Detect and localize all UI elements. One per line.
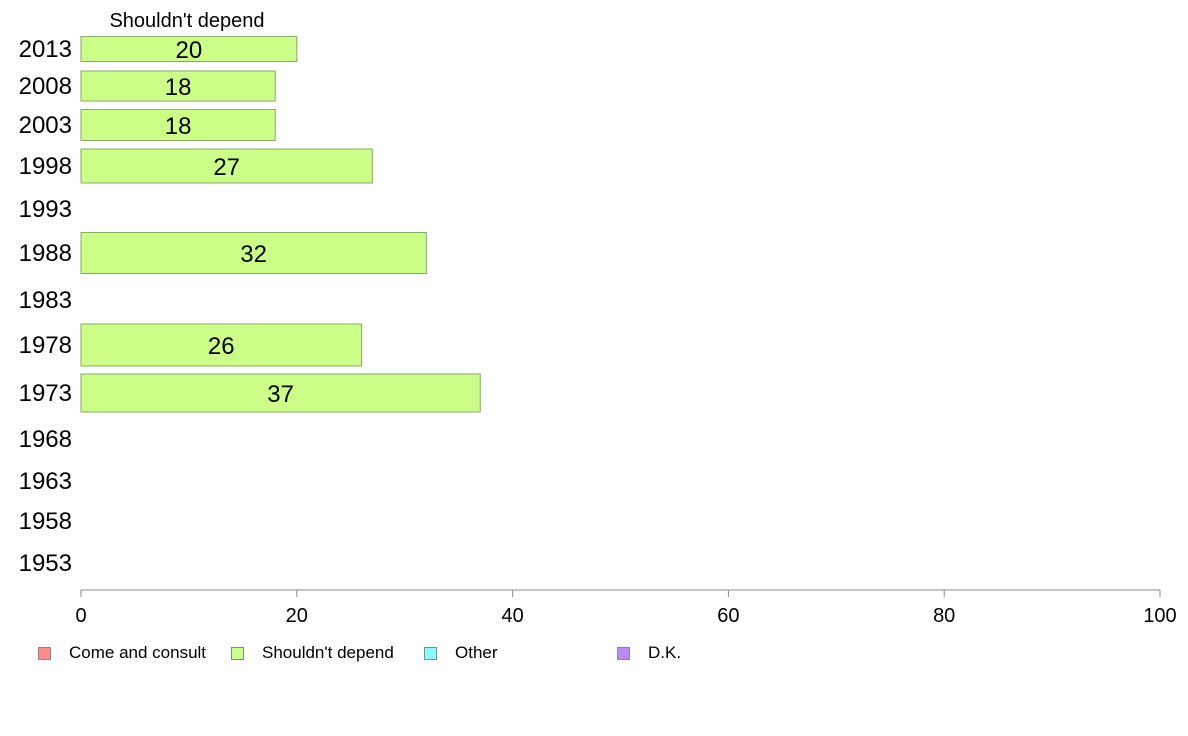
- year-label-1953: 1953: [19, 550, 72, 577]
- bar-value-label-2003: 18: [165, 113, 192, 140]
- legend-label: Come and consult: [69, 643, 207, 662]
- legend-label: D.K.: [648, 643, 682, 662]
- year-label-2003: 2003: [19, 112, 72, 139]
- x-tick-label: 0: [75, 605, 86, 627]
- year-label-2008: 2008: [19, 73, 72, 100]
- year-label-1993: 1993: [19, 196, 72, 223]
- bar-1998: [80, 148, 373, 184]
- x-tick-label: 20: [286, 605, 308, 627]
- chart-rows: 2013 20 2008 18 2003 18 1998 27 1993 1988 32 1983 19…: [19, 36, 481, 577]
- year-label-1978: 1978: [19, 332, 72, 359]
- legend-swatch: [617, 646, 630, 660]
- legend-label: Other: [455, 643, 498, 662]
- legend-label: Shouldn't depend: [262, 643, 394, 662]
- year-label-1973: 1973: [19, 380, 72, 407]
- legend-item: Shouldn't depend: [231, 643, 394, 663]
- bar-value-label-1978: 26: [208, 333, 235, 360]
- bar-value-label-2013: 20: [176, 37, 203, 64]
- x-axis: 0 20 40 60 80 100: [75, 589, 1177, 627]
- year-label-1983: 1983: [19, 287, 72, 314]
- x-tick-label: 100: [1143, 605, 1176, 627]
- x-tick-label: 80: [933, 605, 955, 627]
- bar-1978: [80, 323, 363, 367]
- year-label-1963: 1963: [19, 468, 72, 495]
- year-label-1968: 1968: [19, 426, 72, 453]
- legend-swatch: [424, 646, 437, 660]
- legend-swatch: [38, 646, 51, 660]
- bar-1973: [80, 373, 481, 413]
- bar-value-label-1998: 27: [213, 154, 240, 181]
- bar-2013: [80, 36, 298, 62]
- legend-swatch: [231, 646, 244, 660]
- legend-item: D.K.: [617, 643, 681, 663]
- bar-value-label-1988: 32: [240, 241, 267, 268]
- legend-item: Other: [424, 643, 498, 663]
- year-label-1988: 1988: [19, 240, 72, 267]
- x-tick-label: 40: [501, 605, 523, 627]
- bar-value-label-1973: 37: [267, 381, 294, 408]
- year-label-1998: 1998: [19, 153, 72, 180]
- bar-value-label-2008: 18: [165, 74, 192, 101]
- bar-2003: [80, 109, 276, 141]
- year-label-1958: 1958: [19, 508, 72, 535]
- x-tick-label: 60: [717, 605, 739, 627]
- legend-item: Come and consult: [38, 643, 206, 663]
- year-label-2013: 2013: [19, 36, 72, 63]
- legend: Come and consult Shouldn't depend Other D.K…: [38, 643, 738, 665]
- bar-1988: [80, 232, 427, 274]
- panel-title: Shouldn't depend: [109, 10, 264, 32]
- bar-2008: [80, 70, 276, 102]
